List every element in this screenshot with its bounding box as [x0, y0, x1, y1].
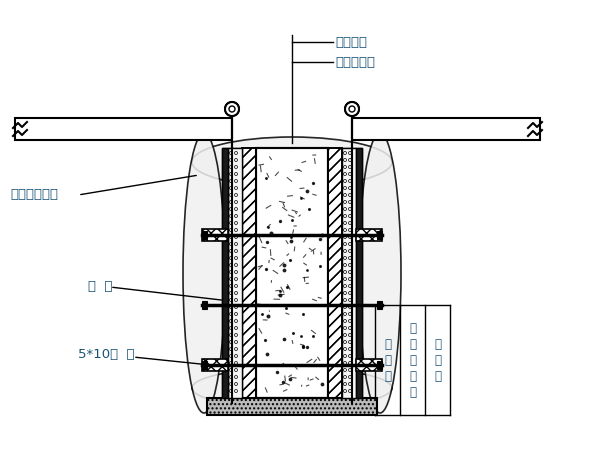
Bar	[356, 229, 382, 241]
Ellipse shape	[359, 133, 401, 413]
Bar	[202, 231, 207, 239]
Circle shape	[225, 102, 239, 116]
Text: 拉  杆: 拉 杆	[88, 280, 113, 293]
Bar	[207, 398, 377, 415]
Circle shape	[349, 106, 355, 112]
Circle shape	[345, 102, 359, 116]
Circle shape	[349, 106, 355, 112]
Bar	[202, 229, 228, 241]
Bar	[377, 301, 382, 309]
Text: 白
铁
皮: 白 铁 皮	[434, 338, 441, 382]
Text: 竹
胶
板: 竹 胶 板	[384, 338, 391, 382]
Text: 一层塑料布: 一层塑料布	[335, 55, 375, 68]
Ellipse shape	[183, 133, 225, 413]
Bar	[202, 301, 207, 309]
Bar	[356, 359, 382, 371]
Bar	[352, 118, 540, 140]
Bar	[256, 148, 328, 398]
Bar	[228, 148, 242, 398]
Bar	[377, 361, 382, 369]
Ellipse shape	[192, 368, 392, 408]
Bar	[242, 148, 256, 398]
Bar	[222, 148, 228, 398]
Bar	[342, 148, 356, 398]
Bar	[328, 148, 342, 398]
Circle shape	[345, 102, 359, 116]
Bar	[242, 148, 256, 398]
Bar	[377, 231, 382, 239]
Text: 铁丝绑扎牢固: 铁丝绑扎牢固	[10, 189, 58, 202]
Text: 5*10方  木: 5*10方 木	[78, 348, 134, 361]
Circle shape	[225, 102, 239, 116]
Circle shape	[229, 106, 235, 112]
Bar	[228, 148, 242, 398]
Bar	[202, 359, 228, 371]
Bar	[342, 148, 356, 398]
Text: 塑
料
泡
沫
板: 塑 料 泡 沫 板	[409, 321, 416, 399]
Bar	[15, 118, 232, 140]
Bar	[222, 148, 228, 398]
Bar	[256, 148, 328, 398]
Bar	[356, 148, 362, 398]
Ellipse shape	[192, 137, 392, 187]
Bar	[202, 361, 207, 369]
Text: 一层棉被: 一层棉被	[335, 36, 367, 49]
Bar	[328, 148, 342, 398]
Circle shape	[229, 106, 235, 112]
Bar	[356, 148, 362, 398]
